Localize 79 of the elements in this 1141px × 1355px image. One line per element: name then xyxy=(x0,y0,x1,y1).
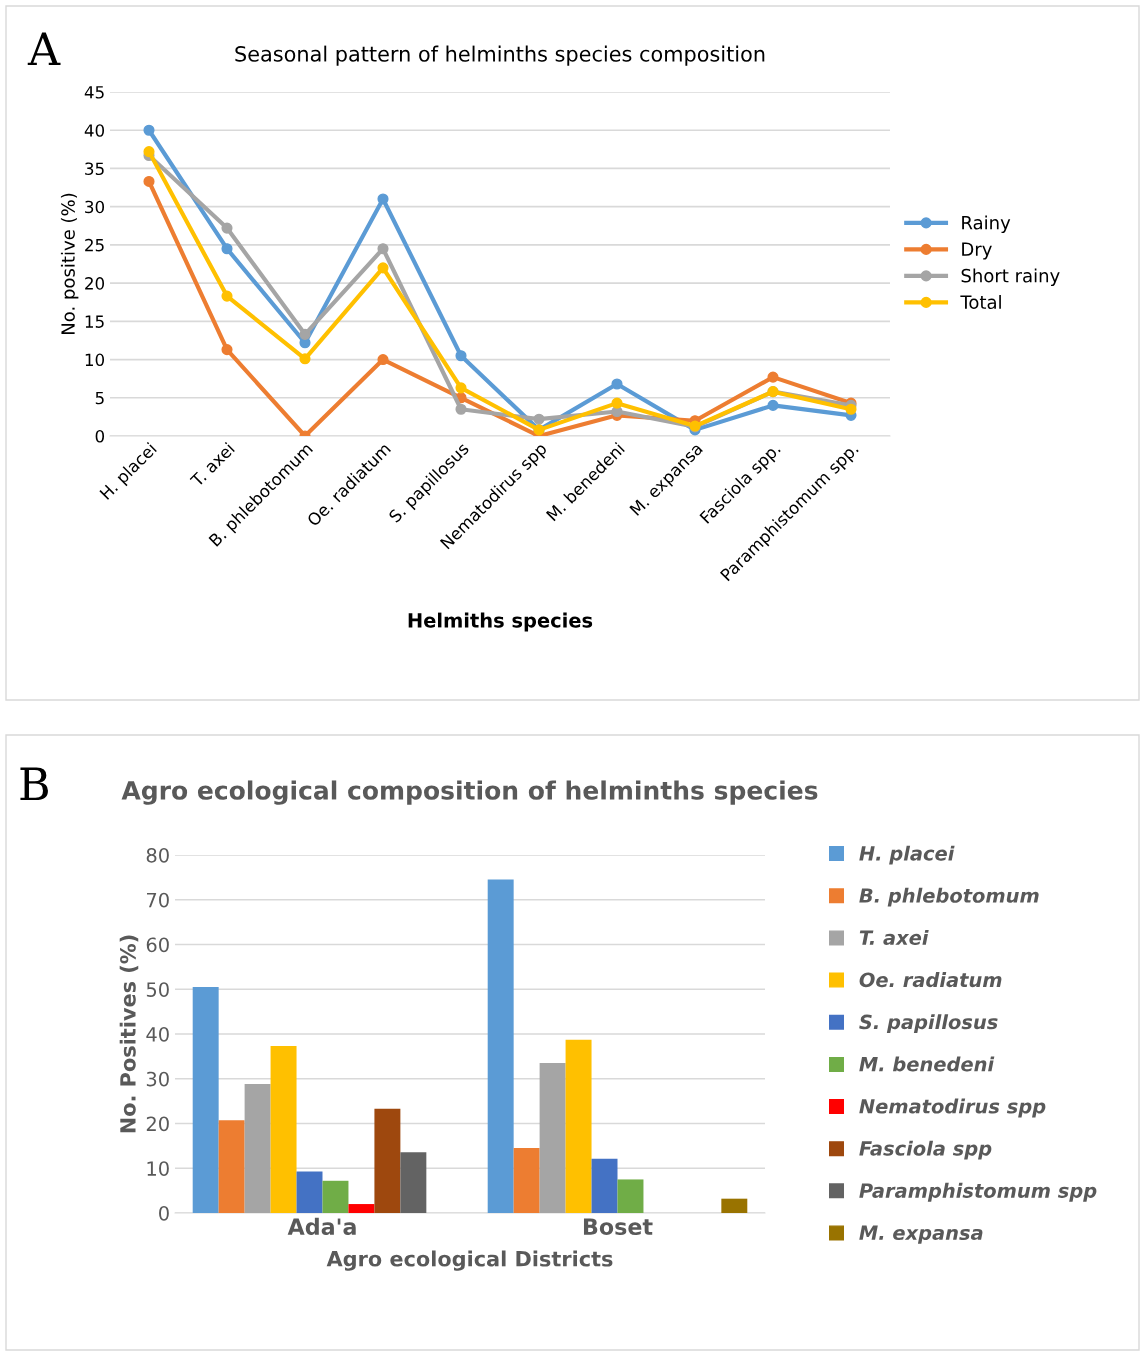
point xyxy=(611,378,623,390)
point xyxy=(299,353,311,365)
y-tick-label: 50 xyxy=(146,982,169,997)
legend-label: M. benedeni xyxy=(859,1056,995,1072)
bar xyxy=(565,1039,592,1213)
legend-label: T. axei xyxy=(859,929,929,945)
chart-title: Seasonal pattern of helminths species composition xyxy=(235,45,765,66)
point xyxy=(845,403,857,415)
y-tick-label: 15 xyxy=(85,315,104,328)
legend-label: Total xyxy=(960,295,1001,309)
x-tick-label: Boset xyxy=(583,1218,653,1236)
bar xyxy=(487,879,514,1213)
bar xyxy=(513,1148,540,1213)
point xyxy=(299,328,311,340)
bar xyxy=(296,1171,323,1213)
y-tick-label: 10 xyxy=(85,353,105,367)
bar xyxy=(218,1120,245,1213)
chart-title: Agro ecological composition of helminths species xyxy=(121,780,818,805)
text: B xyxy=(20,767,48,800)
point xyxy=(455,382,467,394)
point xyxy=(377,193,389,205)
bar xyxy=(192,987,219,1213)
legend-label: Fasciola spp xyxy=(859,1140,992,1160)
point xyxy=(611,397,623,409)
point xyxy=(377,243,389,255)
point xyxy=(221,243,233,255)
point xyxy=(455,350,467,362)
bar xyxy=(348,1204,375,1213)
legend-label: S. papillosus xyxy=(859,1014,998,1034)
y-axis-title: No. Positives (%) xyxy=(119,935,139,1133)
bar xyxy=(270,1046,297,1213)
x-axis-title: Helmiths species xyxy=(408,612,593,632)
y-tick-label: 60 xyxy=(146,937,169,953)
legend-label: Dry xyxy=(962,242,992,260)
y-tick-label: 10 xyxy=(147,1161,169,1176)
y-tick-label: 30 xyxy=(146,1071,169,1087)
y-axis-title: No. positive (%) xyxy=(60,193,79,334)
y-tick-label: 40 xyxy=(146,1026,169,1042)
y-tick-label: 80 xyxy=(146,847,169,863)
point xyxy=(221,344,233,356)
y-tick-label: 20 xyxy=(146,1116,169,1132)
y-tick-label: 40 xyxy=(84,124,105,137)
point xyxy=(533,413,545,425)
legend-label: Short rainy xyxy=(961,268,1060,286)
legend-label: Oe. radiatum xyxy=(859,972,1002,988)
y-tick-label: 5 xyxy=(95,391,104,405)
point xyxy=(143,124,155,136)
bar xyxy=(721,1198,748,1213)
y-tick-label: 70 xyxy=(146,892,169,908)
x-tick-label: Ada'a xyxy=(287,1217,356,1236)
point xyxy=(377,262,389,274)
point xyxy=(377,353,389,366)
point xyxy=(221,290,233,302)
point xyxy=(143,175,155,187)
point xyxy=(455,403,467,415)
y-tick-label: 0 xyxy=(159,1205,169,1221)
bar xyxy=(244,1084,271,1213)
bar xyxy=(400,1152,427,1213)
y-tick-label: 45 xyxy=(84,86,104,99)
bar xyxy=(374,1108,401,1213)
y-tick-label: 0 xyxy=(95,429,105,443)
y-tick-label: 35 xyxy=(85,162,104,176)
y-tick-label: 30 xyxy=(85,200,105,214)
legend-label: B. phlebotomum xyxy=(859,887,1039,907)
point xyxy=(767,371,779,383)
point xyxy=(221,222,233,234)
legend-label: Nematodirus spp xyxy=(859,1098,1046,1118)
bar xyxy=(591,1158,618,1213)
x-axis-title: Agro ecological Districts xyxy=(326,1250,613,1271)
legend-label: Paramphistomum spp xyxy=(859,1182,1097,1202)
legend-label: H. placei xyxy=(859,845,955,865)
bar xyxy=(322,1180,349,1213)
legend-label: Rainy xyxy=(962,215,1011,233)
bar xyxy=(539,1063,566,1213)
y-tick-label: 25 xyxy=(85,238,104,252)
bar xyxy=(617,1179,644,1213)
y-tick-label: 20 xyxy=(85,277,105,290)
point xyxy=(767,399,779,411)
text: A xyxy=(27,32,61,65)
